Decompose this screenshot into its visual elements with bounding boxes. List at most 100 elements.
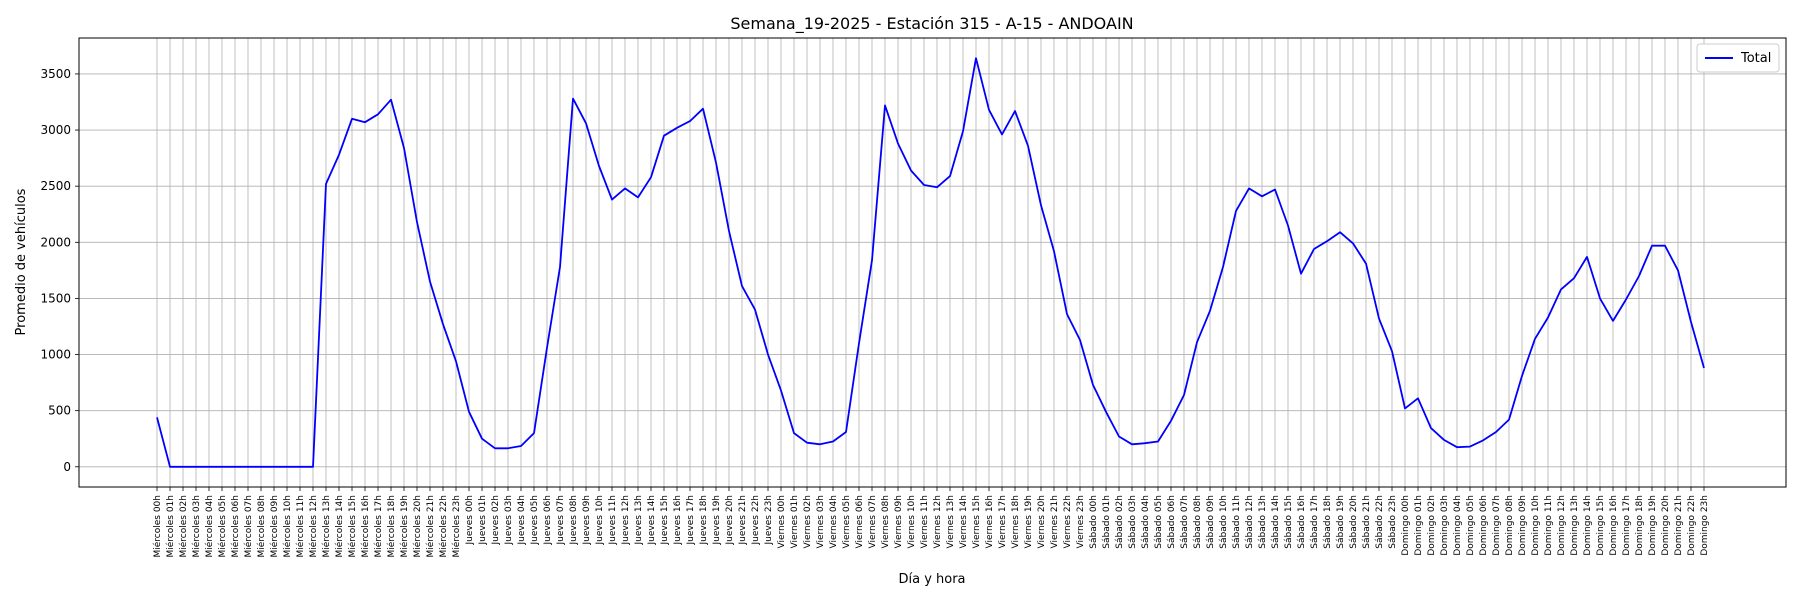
x-tick-label: Domingo 10h xyxy=(1531,495,1541,556)
x-tick-label: Miércoles 11h xyxy=(295,495,306,558)
x-tick-label: Miércoles 15h xyxy=(347,495,358,558)
x-tick-label: Sábado 06h xyxy=(1167,495,1177,549)
series-layer xyxy=(156,57,1705,468)
x-tick-label: Miércoles 19h xyxy=(399,495,410,558)
x-tick-label: Jueves 11h xyxy=(608,495,618,545)
x-tick-label: Domingo 09h xyxy=(1518,495,1528,556)
x-tick-label: Jueves 16h xyxy=(673,495,683,545)
x-tick-label: Jueves 10h xyxy=(595,495,605,545)
x-tick-label: Jueves 18h xyxy=(699,495,709,545)
x-tick-label: Domingo 11h xyxy=(1544,495,1554,556)
y-tick-label: 3000 xyxy=(40,123,71,137)
x-tick-label: Viernes 00h xyxy=(777,495,787,549)
x-tick-label: Viernes 20h xyxy=(1037,495,1047,549)
x-tick-label: Miércoles 14h xyxy=(334,495,345,558)
x-tick-label: Miércoles 23h xyxy=(451,495,462,558)
y-tick-label: 1500 xyxy=(40,291,71,305)
x-tick-label: Jueves 15h xyxy=(660,495,670,545)
x-tick-label: Sábado 22h xyxy=(1375,495,1385,549)
x-tick-label: Sábado 14h xyxy=(1271,495,1281,549)
x-tick-label: Sábado 04h xyxy=(1141,495,1151,549)
x-tick-label: Jueves 03h xyxy=(504,495,514,545)
plot-frame xyxy=(78,37,1787,488)
x-tick-label: Jueves 01h xyxy=(478,495,488,545)
x-tick-label: Viernes 14h xyxy=(959,495,969,549)
x-tick-label: Viernes 21h xyxy=(1050,495,1060,549)
x-tick-label: Jueves 20h xyxy=(725,495,735,545)
x-tick-label: Domingo 22h xyxy=(1687,495,1697,556)
x-tick-label: Viernes 10h xyxy=(907,495,917,549)
x-tick-label: Domingo 08h xyxy=(1505,495,1515,556)
x-tick-label: Miércoles 00h xyxy=(152,495,163,558)
x-tick-label: Domingo 14h xyxy=(1583,495,1593,556)
x-tick-label: Sábado 02h xyxy=(1115,495,1125,549)
x-tick-label: Viernes 01h xyxy=(790,495,800,549)
x-tick-label: Domingo 21h xyxy=(1674,495,1684,556)
x-tick-label: Domingo 00h xyxy=(1401,495,1411,556)
x-tick-label: Jueves 23h xyxy=(764,495,774,545)
x-tick-label: Sábado 12h xyxy=(1245,495,1255,549)
x-tick-label: Miércoles 07h xyxy=(243,495,254,558)
x-tick-label: Sábado 20h xyxy=(1349,495,1359,549)
y-tick-label: 500 xyxy=(48,404,71,418)
x-tick-label: Viernes 08h xyxy=(881,495,891,549)
x-tick-label: Jueves 09h xyxy=(582,495,592,545)
x-tick-label: Viernes 22h xyxy=(1063,495,1073,549)
x-tick-label: Jueves 14h xyxy=(647,495,657,545)
x-axis: Miércoles 00h Miércoles 01h Miércoles 02h M… xyxy=(152,487,1710,558)
x-tick-label: Jueves 17h xyxy=(686,495,696,545)
x-tick-label: Jueves 22h xyxy=(751,495,761,545)
x-tick-label: Miércoles 06h xyxy=(230,495,241,558)
x-tick-label: Domingo 03h xyxy=(1440,495,1450,556)
x-tick-label: Domingo 16h xyxy=(1609,495,1619,556)
legend-label: Total xyxy=(1740,51,1771,66)
x-tick-label: Viernes 11h xyxy=(920,495,930,549)
x-tick-label: Miércoles 08h xyxy=(256,495,267,558)
x-tick-label: Miércoles 12h xyxy=(308,495,319,558)
x-tick-label: Sábado 01h xyxy=(1102,495,1112,549)
x-tick-label: Sábado 00h xyxy=(1089,495,1099,549)
x-tick-label: Viernes 03h xyxy=(816,495,826,549)
x-tick-label: Jueves 04h xyxy=(517,495,527,545)
x-axis-label: Día y hora xyxy=(898,572,965,587)
x-tick-label: Jueves 13h xyxy=(634,495,644,545)
x-tick-label: Sábado 15h xyxy=(1284,495,1294,549)
x-tick-label: Sábado 23h xyxy=(1388,495,1398,549)
legend-box xyxy=(1696,43,1780,73)
x-tick-label: Viernes 04h xyxy=(829,495,839,549)
x-tick-label: Domingo 13h xyxy=(1570,495,1580,556)
x-tick-label: Sábado 19h xyxy=(1336,495,1346,549)
x-tick-label: Domingo 18h xyxy=(1635,495,1645,556)
x-tick-label: Viernes 07h xyxy=(868,495,878,549)
x-tick-label: Viernes 09h xyxy=(894,495,904,549)
y-tick-label: 2500 xyxy=(40,179,71,193)
x-tick-label: Domingo 02h xyxy=(1427,495,1437,556)
x-tick-label: Miércoles 22h xyxy=(438,495,449,558)
x-tick-label: Jueves 05h xyxy=(530,495,540,545)
x-tick-label: Sábado 03h xyxy=(1128,495,1138,549)
x-tick-label: Viernes 16h xyxy=(985,495,995,549)
y-tick-label: 3500 xyxy=(40,67,71,81)
x-tick-label: Miércoles 18h xyxy=(386,495,397,558)
x-tick-label: Domingo 17h xyxy=(1622,495,1632,556)
x-tick-label: Sábado 07h xyxy=(1180,495,1190,549)
x-tick-label: Miércoles 17h xyxy=(373,495,384,558)
x-tick-label: Sábado 08h xyxy=(1193,495,1203,549)
x-tick-label: Jueves 07h xyxy=(556,495,566,545)
x-tick-label: Viernes 15h xyxy=(972,495,982,549)
x-tick-label: Domingo 20h xyxy=(1661,495,1671,556)
x-tick-label: Miércoles 10h xyxy=(282,495,293,558)
x-tick-label: Domingo 23h xyxy=(1700,495,1710,556)
x-tick-label: Viernes 19h xyxy=(1024,495,1034,549)
x-tick-label: Domingo 19h xyxy=(1648,495,1658,556)
legend: Total xyxy=(1696,43,1780,73)
x-tick-label: Miércoles 04h xyxy=(204,495,215,558)
x-tick-label: Miércoles 20h xyxy=(412,495,423,558)
x-tick-label: Domingo 05h xyxy=(1466,495,1476,556)
y-axis-label: Promedio de vehículos xyxy=(14,188,29,335)
x-tick-label: Miércoles 13h xyxy=(321,495,332,558)
x-tick-label: Sábado 17h xyxy=(1310,495,1320,549)
x-tick-label: Viernes 12h xyxy=(933,495,943,549)
y-tick-label: 0 xyxy=(63,460,71,474)
